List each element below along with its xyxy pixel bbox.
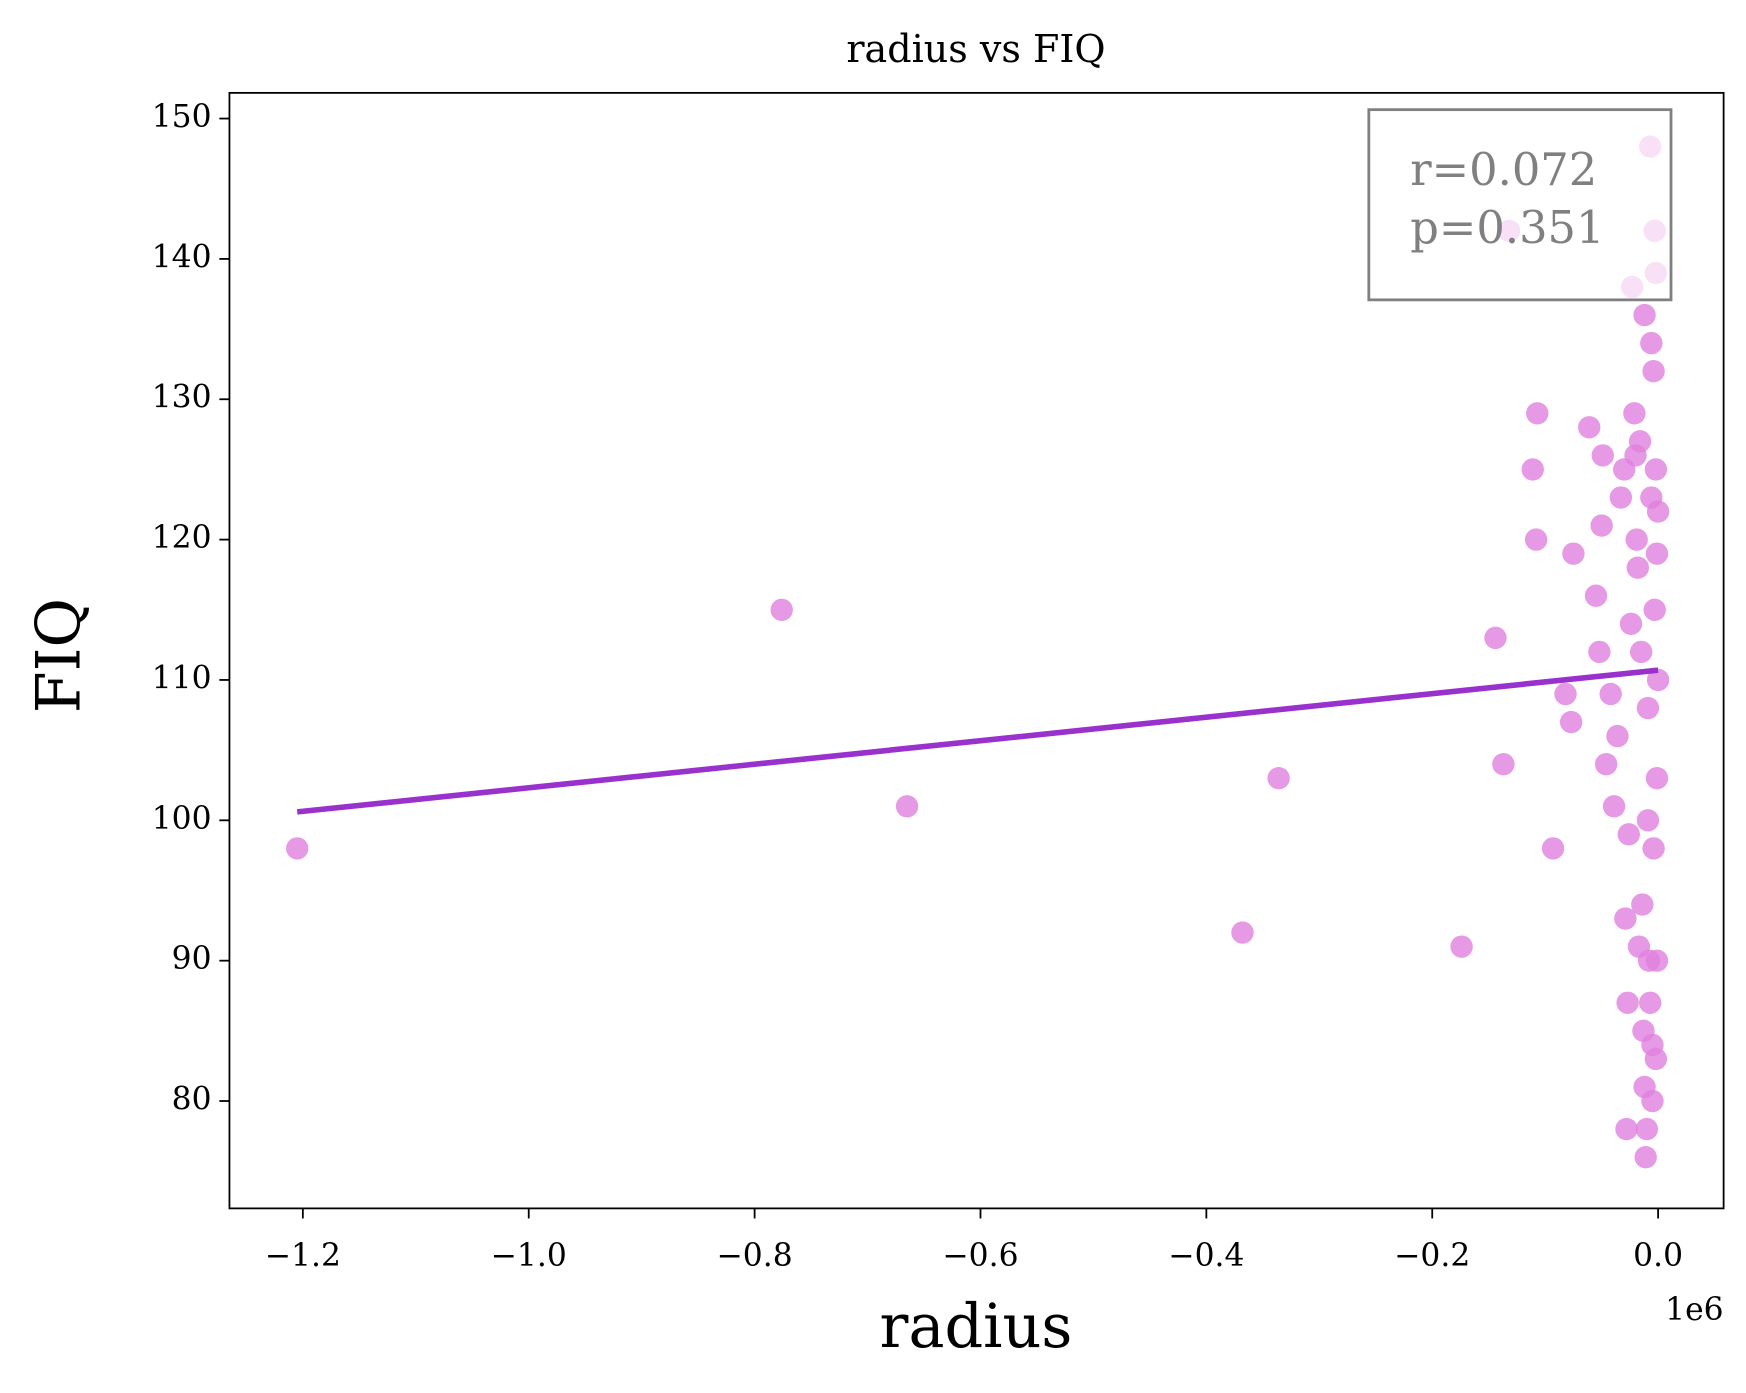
point — [1633, 303, 1656, 327]
point — [1645, 949, 1669, 972]
point — [1629, 640, 1653, 664]
point — [1231, 921, 1254, 944]
point — [1588, 640, 1611, 664]
point — [1640, 331, 1663, 355]
point — [1634, 1145, 1657, 1169]
annotation-text: r=0.072 — [1410, 143, 1597, 196]
point — [1616, 991, 1639, 1014]
point — [1623, 402, 1646, 425]
point — [1636, 696, 1660, 720]
y-tick-label: 100 — [152, 801, 212, 837]
point — [1524, 528, 1548, 551]
point — [1602, 795, 1626, 818]
chart-title: radius vs FIQ — [846, 27, 1105, 71]
point — [1450, 935, 1473, 958]
point — [1639, 991, 1662, 1014]
point — [1645, 542, 1669, 565]
y-tick-label: 80 — [172, 1082, 212, 1118]
point — [1594, 752, 1618, 776]
point — [1578, 416, 1601, 439]
x-tick-label: −0.6 — [942, 1238, 1018, 1274]
x-tick-label: 0.0 — [1633, 1238, 1683, 1274]
annotation-text: p=0.351 — [1410, 201, 1604, 254]
point — [1641, 1089, 1664, 1113]
point — [1645, 767, 1669, 790]
point — [1554, 682, 1577, 706]
point — [1521, 458, 1544, 481]
point — [1635, 1117, 1659, 1141]
point — [1626, 556, 1649, 579]
x-tick-label: −0.2 — [1394, 1238, 1470, 1274]
point — [1619, 612, 1643, 636]
point — [1644, 458, 1668, 481]
point — [1606, 724, 1629, 748]
point — [1615, 1117, 1638, 1141]
point — [770, 598, 793, 621]
annotation-box — [1367, 108, 1673, 302]
point — [1617, 823, 1640, 846]
point — [1628, 430, 1652, 453]
x-tick-label: −1.2 — [265, 1238, 341, 1274]
y-tick-label: 120 — [152, 520, 212, 556]
point — [1584, 584, 1608, 607]
y-tick-label: 130 — [152, 380, 212, 416]
point — [1643, 598, 1666, 621]
point — [1599, 682, 1622, 706]
axes-frame — [228, 91, 1725, 1210]
fit-line — [296, 667, 1659, 815]
point — [1636, 809, 1660, 832]
point — [1492, 752, 1515, 776]
x-tick-label: −0.8 — [717, 1238, 793, 1274]
point — [1526, 402, 1549, 425]
x-tick-label: −1.0 — [491, 1238, 567, 1274]
y-axis-label: FIQ — [24, 598, 94, 713]
point — [1646, 668, 1670, 692]
point — [1541, 837, 1565, 860]
point — [895, 795, 919, 818]
point — [1484, 626, 1507, 650]
y-tick-label: 90 — [172, 941, 212, 977]
point — [1559, 710, 1583, 734]
point — [1625, 528, 1648, 551]
point — [1642, 359, 1665, 383]
point — [1267, 767, 1290, 790]
x-tick-label: −0.4 — [1168, 1238, 1244, 1274]
y-tick-label: 110 — [152, 660, 212, 696]
point — [1614, 907, 1637, 930]
point — [1562, 542, 1585, 565]
point — [1644, 1047, 1668, 1071]
point — [1609, 486, 1633, 509]
x-axis-label: radius — [880, 1292, 1073, 1362]
point — [1631, 893, 1654, 916]
point — [286, 837, 309, 860]
point — [1590, 514, 1613, 537]
point — [1591, 444, 1614, 467]
y-tick-label: 140 — [152, 239, 212, 275]
y-tick-label: 150 — [152, 99, 212, 135]
x-offset-label: 1e6 — [1665, 1292, 1723, 1328]
point — [1646, 500, 1670, 523]
point — [1642, 837, 1665, 860]
